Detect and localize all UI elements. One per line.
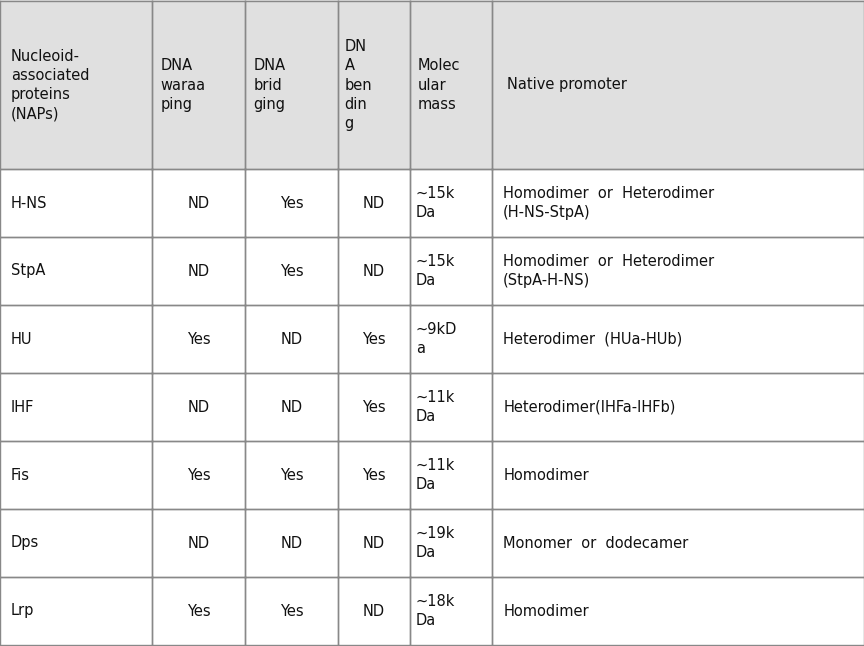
Bar xyxy=(0,373,152,441)
Bar xyxy=(338,237,410,305)
Bar xyxy=(492,441,864,509)
Bar xyxy=(338,305,410,373)
Bar xyxy=(0,441,152,509)
Bar xyxy=(410,509,492,577)
Bar xyxy=(0,305,152,373)
Bar xyxy=(152,441,245,509)
Text: ~18k
Da: ~18k Da xyxy=(416,594,455,628)
Bar xyxy=(245,441,338,509)
Text: Yes: Yes xyxy=(280,196,303,211)
Bar xyxy=(410,441,492,509)
Bar xyxy=(492,1,864,169)
Text: Molec
ular
mass: Molec ular mass xyxy=(417,58,460,112)
Text: ~9kD
a: ~9kD a xyxy=(416,322,457,356)
Text: ND: ND xyxy=(187,196,210,211)
Bar xyxy=(152,509,245,577)
Bar xyxy=(245,509,338,577)
Bar xyxy=(410,305,492,373)
Text: HU: HU xyxy=(10,331,32,346)
Text: ND: ND xyxy=(187,399,210,415)
Bar xyxy=(338,509,410,577)
Text: ND: ND xyxy=(363,536,385,550)
Bar xyxy=(492,373,864,441)
Text: Native promoter: Native promoter xyxy=(507,78,626,92)
Text: Fis: Fis xyxy=(10,468,29,483)
Text: Yes: Yes xyxy=(280,468,303,483)
Bar xyxy=(492,305,864,373)
Text: ND: ND xyxy=(281,331,302,346)
Bar xyxy=(152,237,245,305)
Bar xyxy=(152,1,245,169)
Text: IHF: IHF xyxy=(10,399,34,415)
Text: Heterodimer  (HUa-HUb): Heterodimer (HUa-HUb) xyxy=(503,331,683,346)
Text: Nucleoid-
associated
proteins
(NAPs): Nucleoid- associated proteins (NAPs) xyxy=(10,48,89,121)
Text: ~11k
Da: ~11k Da xyxy=(416,458,455,492)
Bar xyxy=(245,237,338,305)
Bar xyxy=(0,1,152,169)
Bar xyxy=(0,237,152,305)
Bar xyxy=(152,577,245,645)
Text: Homodimer  or  Heterodimer
(StpA-H-NS): Homodimer or Heterodimer (StpA-H-NS) xyxy=(503,254,715,288)
Text: DNA
waraa
ping: DNA waraa ping xyxy=(161,58,206,112)
Text: Yes: Yes xyxy=(362,399,386,415)
Bar xyxy=(245,1,338,169)
Text: Yes: Yes xyxy=(362,468,386,483)
Text: Homodimer  or  Heterodimer
(H-NS-StpA): Homodimer or Heterodimer (H-NS-StpA) xyxy=(503,186,715,220)
Text: Yes: Yes xyxy=(187,331,210,346)
Text: ~15k
Da: ~15k Da xyxy=(416,254,455,288)
Bar xyxy=(0,509,152,577)
Bar xyxy=(245,169,338,237)
Text: ~15k
Da: ~15k Da xyxy=(416,186,455,220)
Bar xyxy=(245,305,338,373)
Bar xyxy=(410,237,492,305)
Bar xyxy=(410,1,492,169)
Bar xyxy=(492,509,864,577)
Bar xyxy=(492,577,864,645)
Bar xyxy=(338,373,410,441)
Bar xyxy=(338,1,410,169)
Text: ND: ND xyxy=(363,196,385,211)
Text: Dps: Dps xyxy=(10,536,39,550)
Text: ND: ND xyxy=(281,536,302,550)
Text: Yes: Yes xyxy=(280,264,303,278)
Text: Yes: Yes xyxy=(362,331,386,346)
Bar xyxy=(338,577,410,645)
Bar xyxy=(152,169,245,237)
Text: ND: ND xyxy=(363,603,385,618)
Text: ND: ND xyxy=(363,264,385,278)
Bar xyxy=(0,169,152,237)
Text: ND: ND xyxy=(187,536,210,550)
Text: Homodimer: Homodimer xyxy=(503,468,588,483)
Bar xyxy=(0,577,152,645)
Bar xyxy=(492,237,864,305)
Bar xyxy=(338,441,410,509)
Bar xyxy=(492,169,864,237)
Text: DNA
brid
ging: DNA brid ging xyxy=(253,58,285,112)
Text: Yes: Yes xyxy=(187,603,210,618)
Bar xyxy=(152,305,245,373)
Text: ~19k
Da: ~19k Da xyxy=(416,526,455,560)
Bar xyxy=(338,169,410,237)
Text: H-NS: H-NS xyxy=(10,196,48,211)
Bar xyxy=(245,577,338,645)
Bar xyxy=(410,577,492,645)
Text: Heterodimer(IHFa-IHFb): Heterodimer(IHFa-IHFb) xyxy=(503,399,676,415)
Bar xyxy=(245,373,338,441)
Text: Yes: Yes xyxy=(187,468,210,483)
Bar xyxy=(152,373,245,441)
Text: Lrp: Lrp xyxy=(10,603,34,618)
Text: ND: ND xyxy=(281,399,302,415)
Bar xyxy=(410,373,492,441)
Bar xyxy=(410,169,492,237)
Text: StpA: StpA xyxy=(10,264,45,278)
Text: DN
A
ben
din
g: DN A ben din g xyxy=(345,39,372,131)
Text: ~11k
Da: ~11k Da xyxy=(416,390,455,424)
Text: ND: ND xyxy=(187,264,210,278)
Text: Yes: Yes xyxy=(280,603,303,618)
Text: Homodimer: Homodimer xyxy=(503,603,588,618)
Text: Monomer  or  dodecamer: Monomer or dodecamer xyxy=(503,536,689,550)
